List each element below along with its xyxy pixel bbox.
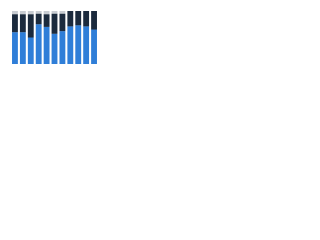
bar-segment <box>59 13 66 32</box>
bar-segment <box>12 11 18 15</box>
bar-segment <box>12 32 18 64</box>
bar-segment <box>75 11 82 26</box>
bar-segment <box>43 26 50 64</box>
bar-segment <box>27 37 34 64</box>
bar-segment <box>83 26 90 64</box>
bar-segment <box>19 32 26 64</box>
bar-segment <box>59 31 66 64</box>
bar-segment <box>27 14 34 38</box>
bar-segment <box>51 33 58 64</box>
bar-segment <box>19 14 26 33</box>
bar-segment <box>12 14 18 33</box>
page: {"chart_data": {"type": "stacked-bar", "… <box>0 0 100 71</box>
bar-segment <box>67 26 74 64</box>
bar-segment <box>35 13 42 25</box>
bar-segment <box>35 11 42 14</box>
bar-segment <box>35 24 42 64</box>
chart <box>12 11 97 65</box>
bar-segment <box>51 11 58 14</box>
bar-segment <box>43 11 50 15</box>
bar-segment <box>83 11 90 27</box>
bar-segment <box>27 11 34 15</box>
bar-segment <box>75 25 82 65</box>
bar-segment <box>43 14 50 27</box>
bar-segment <box>19 11 26 15</box>
bar-segment <box>67 11 74 27</box>
bar-segment <box>91 29 97 64</box>
bar-segment <box>91 11 97 30</box>
bar-segment <box>59 11 66 14</box>
bar-segment <box>51 13 58 34</box>
